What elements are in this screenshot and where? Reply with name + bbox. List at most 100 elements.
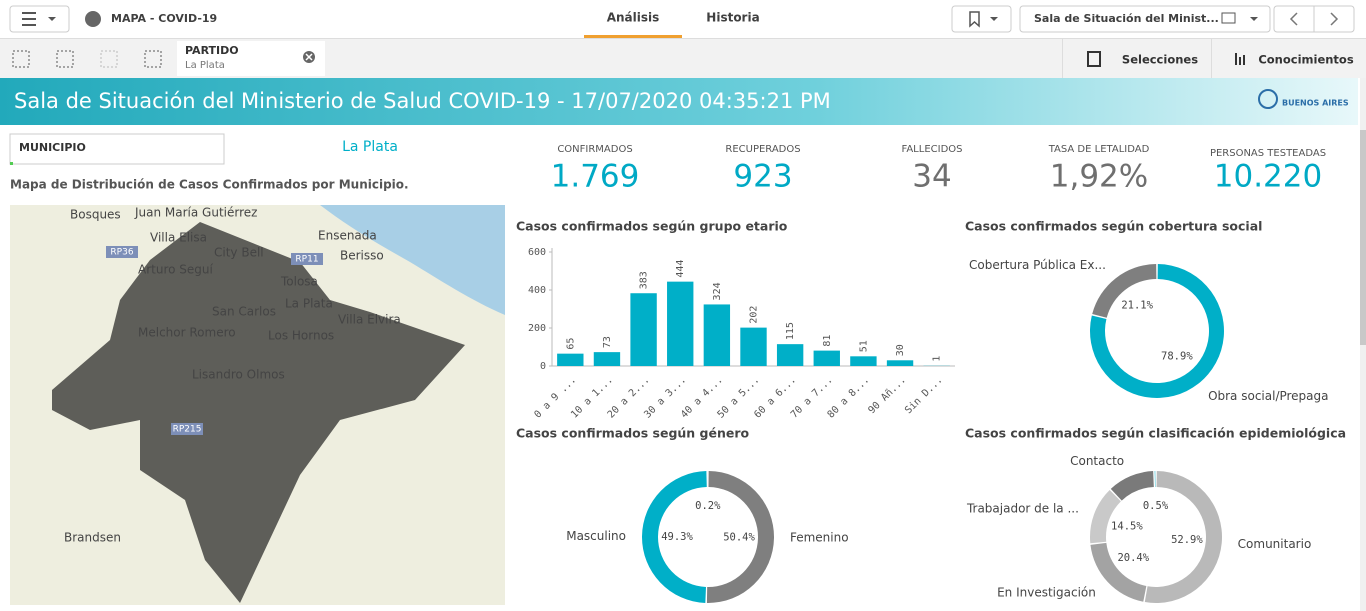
tab[interactable]: Historia bbox=[706, 11, 759, 25]
tab[interactable]: Análisis bbox=[607, 11, 660, 25]
place-label: San Carlos bbox=[212, 305, 276, 319]
donut-segment[interactable] bbox=[1092, 264, 1157, 318]
active-tab-indicator bbox=[584, 35, 682, 38]
map-title: Mapa de Distribución de Casos Confirmado… bbox=[10, 178, 409, 192]
donut-segment[interactable] bbox=[1090, 490, 1121, 544]
y-tick-label: 600 bbox=[528, 247, 546, 258]
bar[interactable] bbox=[813, 350, 840, 366]
place-label: Melchor Romero bbox=[138, 326, 236, 340]
clear-selections-button[interactable] bbox=[144, 50, 162, 68]
place-label: Tolosa bbox=[280, 275, 318, 289]
kpi-value: 34 bbox=[912, 159, 951, 195]
data-label: 444 bbox=[675, 260, 686, 278]
legend-label: Cobertura Pública Ex... bbox=[969, 258, 1106, 272]
map[interactable] bbox=[10, 205, 505, 605]
place-label: Berisso bbox=[340, 249, 384, 263]
x-tick-label: 90 Añ... bbox=[866, 374, 908, 416]
place-label: Arturo Seguí bbox=[138, 263, 214, 277]
place-label: Bosques bbox=[70, 208, 121, 222]
header-band bbox=[0, 78, 1358, 125]
selection-value: La Plata bbox=[185, 60, 225, 71]
data-label: 202 bbox=[749, 306, 760, 324]
data-label: 65 bbox=[565, 338, 576, 350]
data-label: 73 bbox=[602, 336, 613, 348]
donut-segment[interactable] bbox=[1090, 542, 1147, 602]
kpi-label: CONFIRMADOS bbox=[557, 144, 632, 155]
bar[interactable] bbox=[667, 281, 694, 366]
data-label: 0.5% bbox=[1143, 500, 1169, 512]
y-tick-label: 0 bbox=[540, 361, 546, 372]
road-badge bbox=[291, 253, 323, 265]
bar[interactable] bbox=[593, 352, 621, 366]
bar[interactable] bbox=[886, 360, 914, 366]
kpi-label: TASA DE LETALIDAD bbox=[1048, 144, 1150, 155]
kpi-value: 1,92% bbox=[1050, 159, 1148, 195]
legend-label: Femenino bbox=[790, 531, 849, 545]
chart-title: Casos confirmados según clasificación ep… bbox=[965, 426, 1346, 441]
donut-segment[interactable] bbox=[1154, 471, 1156, 488]
kpi-value: 10.220 bbox=[1214, 159, 1322, 195]
road-label: RP11 bbox=[295, 255, 318, 265]
filter-label: MUNICIPIO bbox=[19, 141, 86, 154]
donut-segment[interactable] bbox=[641, 471, 707, 603]
kpi-value: 1.769 bbox=[551, 159, 640, 195]
data-label: 324 bbox=[712, 282, 723, 300]
data-label: 78.9% bbox=[1161, 350, 1193, 362]
road-label: RP215 bbox=[173, 425, 202, 435]
road-label: RP36 bbox=[110, 248, 133, 258]
data-label: 51 bbox=[858, 340, 869, 352]
place-label: Brandsen bbox=[64, 531, 121, 545]
selection-chip[interactable] bbox=[177, 41, 325, 76]
app-icon bbox=[85, 11, 101, 27]
data-label: 115 bbox=[785, 322, 796, 340]
legend-label: Trabajador de la ... bbox=[966, 501, 1079, 515]
chart-title: Casos confirmados según género bbox=[516, 426, 750, 441]
bar[interactable] bbox=[557, 353, 584, 366]
place-label: Ensenada bbox=[318, 229, 377, 243]
map-water bbox=[320, 205, 505, 315]
bar[interactable] bbox=[630, 293, 657, 366]
step-back-button[interactable] bbox=[56, 50, 74, 68]
smart-search-button[interactable] bbox=[12, 50, 30, 68]
data-label: 383 bbox=[639, 271, 650, 289]
bar[interactable] bbox=[850, 356, 877, 366]
insights-button[interactable]: Conocimientos bbox=[1258, 53, 1353, 67]
menu-button[interactable] bbox=[9, 5, 70, 33]
data-label: 81 bbox=[822, 335, 833, 347]
donut-segment[interactable] bbox=[1110, 471, 1154, 501]
kpi-label: PERSONAS TESTEADAS bbox=[1210, 148, 1326, 159]
data-label: 49.3% bbox=[661, 531, 693, 543]
y-tick-label: 400 bbox=[528, 285, 546, 296]
data-label: 0.2% bbox=[695, 500, 721, 512]
data-label: 30 bbox=[895, 344, 906, 356]
filter-box[interactable] bbox=[9, 133, 225, 165]
logo: BUENOS AIRES bbox=[1282, 99, 1349, 108]
bar[interactable] bbox=[740, 327, 767, 366]
filter-value: La Plata bbox=[342, 139, 398, 155]
road-badge bbox=[106, 246, 138, 258]
legend-label: En Investigación bbox=[997, 585, 1096, 599]
data-label: 21.1% bbox=[1121, 300, 1153, 312]
chart-title: Casos confirmados según cobertura social bbox=[965, 219, 1262, 234]
legend-label: Comunitario bbox=[1238, 537, 1312, 551]
bookmark-button[interactable] bbox=[951, 5, 1012, 33]
municipality-area bbox=[52, 222, 465, 603]
sheet-name: Sala de Situación del Minist... bbox=[1034, 12, 1219, 25]
selection-field: PARTIDO bbox=[185, 44, 239, 57]
chart-title: Casos confirmados según grupo etario bbox=[516, 219, 788, 234]
bar[interactable] bbox=[703, 304, 731, 366]
place-label: Los Hornos bbox=[268, 329, 334, 343]
donut-segment[interactable] bbox=[1144, 471, 1223, 604]
app-name: MAPA - COVID-19 bbox=[111, 12, 217, 25]
x-tick-label: Sin D... bbox=[903, 374, 945, 416]
data-label: 14.5% bbox=[1111, 520, 1143, 532]
sheet-selector[interactable] bbox=[1019, 5, 1271, 33]
donut-segment[interactable] bbox=[706, 471, 775, 604]
selections-button[interactable]: Selecciones bbox=[1122, 53, 1198, 67]
bar[interactable] bbox=[776, 344, 804, 366]
kpi-label: RECUPERADOS bbox=[725, 144, 800, 155]
step-forward-button[interactable] bbox=[100, 50, 118, 68]
place-label: Villa Elisa bbox=[150, 231, 207, 245]
dropdown-icon bbox=[48, 17, 56, 21]
